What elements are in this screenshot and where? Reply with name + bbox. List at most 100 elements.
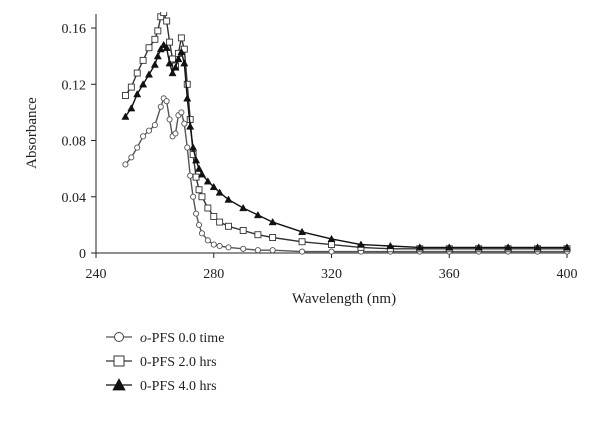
x-tick-label: 320	[321, 267, 342, 282]
data-point	[189, 151, 197, 159]
data-point	[269, 234, 277, 241]
data-point	[172, 130, 179, 137]
data-point	[145, 44, 153, 52]
legend-item-0-pfs-2-hrs: 0-PFS 2.0 hrs	[106, 355, 217, 370]
data-point	[198, 230, 206, 237]
legend: o-PFS 0.0 time 0-PFS 2.0 hrs 0-PFS 4.0 h…	[106, 331, 224, 394]
data-point	[165, 59, 174, 67]
data-point	[166, 38, 174, 46]
y-tick-label: 0.12	[62, 78, 87, 93]
y-axis-title: Absorbance	[24, 97, 40, 169]
series-layer	[121, 12, 572, 255]
data-point	[169, 55, 176, 63]
data-point	[178, 109, 185, 116]
data-point	[150, 60, 159, 68]
data-point	[122, 161, 129, 168]
data-point	[327, 234, 336, 243]
data-point	[195, 221, 203, 228]
data-point	[328, 241, 335, 249]
data-point	[198, 193, 206, 201]
data-point	[215, 188, 224, 196]
data-point	[239, 203, 248, 212]
data-point	[160, 12, 168, 17]
data-point	[203, 177, 212, 185]
data-point	[195, 186, 203, 194]
legend-label-1: o-PFS 0.0 time	[140, 331, 224, 346]
data-point	[204, 204, 212, 212]
data-point	[151, 35, 159, 43]
data-point	[127, 83, 135, 91]
data-point	[177, 34, 185, 42]
data-point	[225, 244, 232, 251]
x-tick-label: 280	[203, 267, 224, 282]
data-point	[140, 133, 147, 140]
data-point	[174, 54, 183, 63]
data-point	[225, 222, 232, 230]
data-point	[328, 248, 335, 255]
series-0-pfs-2-hrs	[121, 12, 571, 253]
legend-marker-circle	[114, 332, 124, 342]
y-tick-label: 0.16	[62, 22, 87, 37]
x-tick-label: 400	[557, 267, 578, 282]
data-point	[145, 127, 153, 134]
data-point	[139, 80, 148, 88]
legend-item-o-pfs-0-time: o-PFS 0.0 time	[106, 331, 224, 346]
legend-label-3: 0-PFS 4.0 hrs	[140, 379, 217, 394]
data-point	[504, 243, 513, 251]
data-point	[151, 122, 158, 129]
data-point	[180, 59, 189, 67]
data-point	[189, 143, 198, 151]
y-tick-label: 0.04	[62, 191, 87, 206]
data-point	[445, 243, 454, 251]
series-0-pfs-4-hrs	[121, 40, 572, 251]
data-point	[133, 90, 142, 98]
data-point	[193, 210, 200, 217]
data-point	[139, 56, 147, 64]
legend-label-1-prefix: o	[140, 331, 147, 346]
data-point	[127, 104, 136, 112]
data-point	[298, 227, 307, 236]
data-point	[163, 17, 171, 25]
data-point	[162, 43, 171, 51]
data-point	[239, 227, 247, 234]
data-point	[474, 243, 483, 251]
data-point	[254, 231, 262, 239]
data-point	[298, 238, 306, 246]
data-point	[183, 94, 192, 102]
data-point	[153, 52, 162, 60]
legend-label-2: 0-PFS 2.0 hrs	[140, 355, 217, 370]
data-point	[128, 154, 135, 161]
data-point	[121, 112, 130, 120]
data-point	[186, 122, 195, 130]
data-point	[195, 164, 204, 172]
data-point	[133, 69, 141, 77]
data-point	[144, 70, 154, 78]
x-axis-title: Wavelength (nm)	[292, 291, 396, 307]
data-point	[157, 103, 164, 110]
y-tick-label: 0	[79, 247, 86, 262]
data-point	[171, 63, 180, 71]
data-point	[156, 45, 165, 53]
data-point	[254, 247, 261, 254]
data-point	[184, 144, 191, 151]
legend-marker-triangle	[112, 378, 126, 391]
data-point	[181, 120, 188, 127]
data-point	[183, 80, 191, 88]
legend-label-1-rest: -PFS 0.0 time	[147, 331, 224, 346]
data-point	[197, 170, 206, 178]
data-point	[134, 144, 141, 151]
series-line	[124, 44, 567, 249]
data-point	[386, 241, 395, 250]
data-point	[216, 242, 223, 250]
data-point	[253, 210, 262, 219]
data-point	[210, 241, 217, 248]
y-tick-label: 0.08	[62, 135, 87, 150]
data-point	[121, 92, 129, 99]
data-point	[166, 116, 173, 123]
data-point	[154, 27, 162, 35]
data-point	[168, 68, 177, 77]
legend-item-0-pfs-4-hrs: 0-PFS 4.0 hrs	[106, 378, 217, 394]
data-point	[533, 243, 542, 251]
